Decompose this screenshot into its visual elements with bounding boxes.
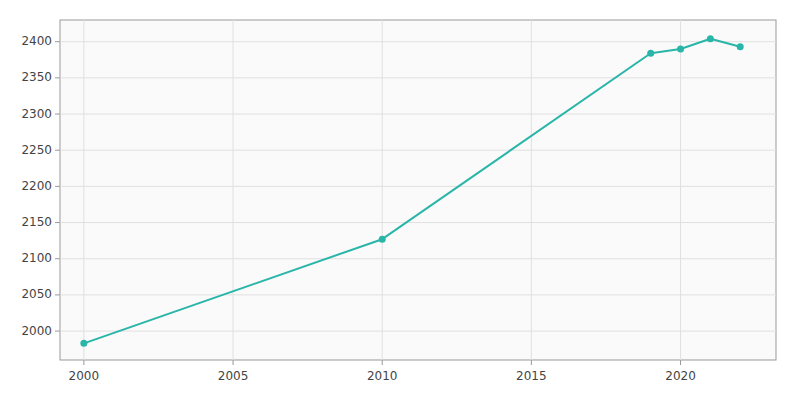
plot-frame xyxy=(60,20,776,360)
x-tick xyxy=(382,360,383,365)
grid xyxy=(60,20,776,360)
x-tick-label: 2000 xyxy=(69,369,100,383)
y-tick-label: 2200 xyxy=(21,179,52,193)
y-tick xyxy=(55,294,60,295)
y-grid-line xyxy=(60,41,776,42)
y-tick-label: 2250 xyxy=(21,143,52,157)
y-tick xyxy=(55,77,60,78)
y-tick-label: 2350 xyxy=(21,70,52,84)
x-tick xyxy=(233,360,234,365)
y-tick xyxy=(55,41,60,42)
point xyxy=(379,236,386,243)
y-tick xyxy=(55,222,60,223)
x-tick xyxy=(531,360,532,365)
y-tick-label: 2050 xyxy=(21,287,52,301)
y-grid-line xyxy=(60,150,776,151)
chart: 2000 2050 2100 2150 2200 2250 2300 2350 2400 2000… xyxy=(0,0,800,400)
point xyxy=(647,50,654,57)
y-grid-line xyxy=(60,77,776,78)
y-tick xyxy=(55,150,60,151)
y-tick xyxy=(55,114,60,115)
point xyxy=(80,340,87,347)
x-tick-label: 2005 xyxy=(218,369,249,383)
y-tick-label: 2100 xyxy=(21,251,52,265)
y-tick-label: 2400 xyxy=(21,34,52,48)
x-tick-label: 2015 xyxy=(516,369,547,383)
y-grid-line xyxy=(60,331,776,332)
y-tick xyxy=(55,186,60,187)
y-tick-label: 2150 xyxy=(21,215,52,229)
x-grid-line xyxy=(531,20,532,360)
y-grid-line xyxy=(60,222,776,223)
line xyxy=(84,39,740,344)
y-grid-line xyxy=(60,186,776,187)
point xyxy=(737,43,744,50)
x-grid-line xyxy=(83,20,84,360)
series xyxy=(80,35,743,347)
y-tick xyxy=(55,331,60,332)
chart-container: 2000 2050 2100 2150 2200 2250 2300 2350 2400 2000… xyxy=(0,0,800,400)
y-grid-line xyxy=(60,294,776,295)
x-tick-label: 2020 xyxy=(665,369,696,383)
y-tick xyxy=(55,258,60,259)
point xyxy=(677,45,684,52)
y-grid-line xyxy=(60,114,776,115)
x-grid-line xyxy=(680,20,681,360)
x-tick xyxy=(83,360,84,365)
point xyxy=(707,35,714,42)
x-grid-line xyxy=(233,20,234,360)
y-grid-line xyxy=(60,258,776,259)
x-tick xyxy=(680,360,681,365)
x-tick-label: 2010 xyxy=(367,369,398,383)
y-tick-label: 2000 xyxy=(21,324,52,338)
x-grid-line xyxy=(382,20,383,360)
y-tick-label: 2300 xyxy=(21,107,52,121)
